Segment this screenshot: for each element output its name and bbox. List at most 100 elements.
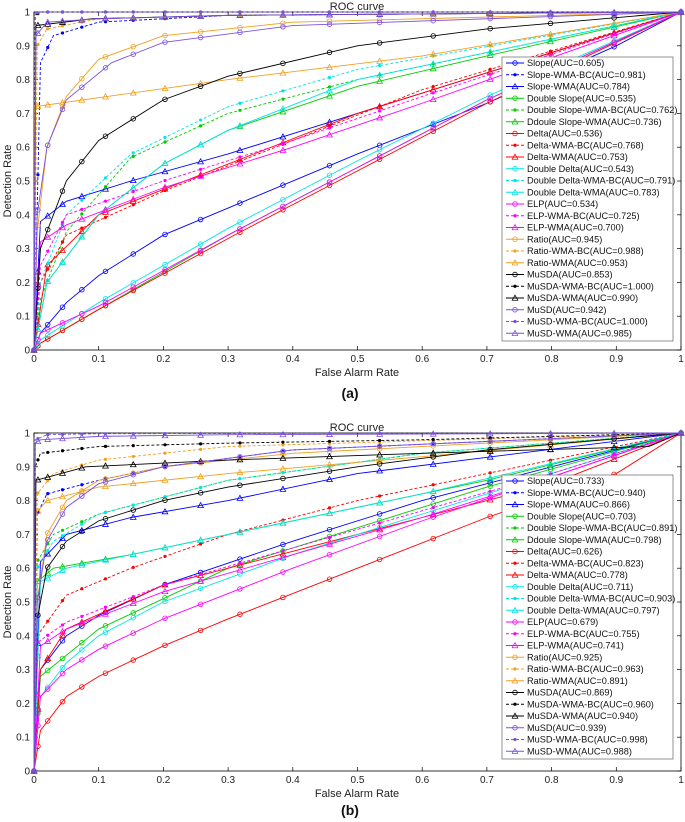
legend-label: Ratio-WMA(AUC=0.891) [527, 676, 628, 686]
roc-curve-marker [162, 595, 168, 601]
x-tick-label: 0.3 [221, 775, 235, 786]
roc-curve-marker [279, 11, 287, 18]
legend-entry: Delta-WMA(AUC=0.778) [506, 570, 628, 580]
roc-curve-marker [280, 24, 286, 30]
y-tick-label: 0.9 [16, 462, 30, 473]
roc-curve-marker [80, 207, 84, 212]
roc-curve-marker [486, 75, 494, 82]
roc-curve-marker [103, 199, 108, 203]
legend-marker [511, 712, 519, 719]
roc-curve-marker [610, 429, 618, 436]
roc-curve-marker [59, 492, 66, 500]
legend-entry: Delta(AUC=0.536) [506, 129, 602, 139]
roc-curve-marker [487, 92, 493, 98]
roc-curve-line [33, 11, 682, 351]
legend-marker [511, 82, 519, 90]
legend-label: Slope-WMA-BC(AUC=0.940) [527, 488, 646, 498]
roc-curve-marker [80, 587, 84, 591]
legend-marker [512, 271, 518, 278]
roc-curve-marker [161, 159, 169, 166]
y-tick-label: 0.6 [16, 564, 30, 575]
roc-curve-marker [59, 246, 66, 253]
x-tick-label: 0.4 [286, 775, 300, 786]
legend-label: ELP-WMA(AUC=0.700) [527, 223, 624, 233]
roc-curve-marker [376, 526, 384, 533]
roc-curve-marker [486, 40, 494, 48]
roc-curve-marker [327, 506, 332, 510]
roc-curve-marker [487, 446, 493, 453]
roc-curve-line [33, 432, 682, 772]
legend-a: Slope(AUC=0.605) Slope-WMA-BC(AUC=0.981) S… [501, 56, 677, 342]
legend-label: Delta(AUC=0.536) [527, 129, 602, 139]
legend-label: ELP-WMA-BC(AUC=0.725) [527, 211, 640, 221]
roc-curve-marker [376, 430, 384, 437]
roc-curve-marker [326, 461, 334, 468]
legend-entry: Slope-WMA-BC(AUC=0.940) [506, 488, 646, 498]
roc-series-24 [30, 429, 685, 774]
roc-curve-marker [78, 233, 86, 240]
roc-curve-marker [161, 13, 169, 20]
roc-curve-marker [376, 102, 384, 110]
roc-curve-marker [378, 438, 382, 443]
legend-entry: Slope(AUC=0.605) [506, 58, 604, 68]
roc-curve-marker [236, 11, 244, 18]
roc-curve-marker [35, 594, 41, 601]
roc-curve-marker [236, 468, 244, 476]
roc-curve-marker [326, 172, 333, 179]
x-tick-label: 0.9 [609, 354, 623, 365]
roc-curve-marker [162, 231, 168, 238]
x-tick-label: 0.6 [415, 775, 429, 786]
roc-curve-marker [431, 483, 435, 487]
roc-curve-marker [487, 438, 493, 445]
roc-curve-marker [45, 226, 51, 233]
ticks-b: 0 0.1 0.2 0.3 0.4 0.5 0.6 0.7 0.8 0.9 1 0 0.1 0.2 0.3 0… [16, 429, 684, 787]
legend-marker [513, 178, 517, 183]
roc-curve-marker [327, 85, 332, 89]
roc-curve-marker [30, 767, 38, 774]
roc-curve-marker [197, 459, 204, 465]
roc-curve-marker [59, 670, 66, 677]
roc-curve-marker [59, 562, 66, 570]
roc-curve-marker [59, 304, 66, 310]
roc-curve-marker [34, 437, 42, 445]
roc-curve-marker [327, 75, 332, 80]
roc-curve-marker [60, 534, 65, 538]
legend-label: Double Delta-WMA-BC(AUC=0.903) [527, 594, 675, 604]
legend-entry: Ratio-WMA-BC(AUC=0.988) [506, 246, 644, 256]
roc-curve-marker [59, 223, 66, 231]
roc-curve-marker [486, 475, 494, 483]
legend-label: MuSD(AUC=0.939) [527, 723, 606, 733]
roc-curve-marker [78, 464, 86, 471]
legend-marker [513, 702, 517, 706]
legend-entry: MuSDA(AUC=0.853) [506, 270, 613, 280]
chart-title-b: ROC curve [330, 422, 384, 434]
roc-curve-marker [326, 475, 334, 483]
roc-curve-marker [78, 96, 86, 103]
roc-curve-marker [44, 261, 52, 268]
legend-entry: ELP-WMA-BC(AUC=0.755) [506, 629, 640, 639]
roc-series-14 [32, 10, 683, 352]
legend-entry: ELP-WMA(AUC=0.741) [506, 641, 624, 651]
roc-curve-marker [129, 479, 137, 487]
legend-marker [512, 236, 518, 242]
roc-curve-marker [162, 266, 168, 273]
roc-curve-marker [162, 598, 168, 605]
roc-curve-marker [280, 60, 286, 67]
legend-entry: ELP(AUC=0.679) [506, 617, 598, 627]
legend-entry: Delta-WMA(AUC=0.753) [506, 152, 628, 162]
roc-curve-marker [197, 83, 204, 89]
roc-curve-marker [429, 460, 437, 467]
roc-curve-marker [376, 533, 383, 540]
roc-curve-marker [486, 51, 494, 58]
y-tick-label: 1 [24, 8, 30, 19]
y-tick-label: 0.5 [16, 177, 30, 188]
roc-curve-marker [130, 287, 136, 294]
legend-marker [513, 737, 517, 742]
roc-curve-marker [59, 323, 66, 329]
legend-entry: Ratio-WMA(AUC=0.891) [506, 676, 628, 686]
roc-curve-marker [78, 618, 86, 625]
roc-curve-marker [161, 507, 169, 515]
roc-curve-marker [547, 30, 554, 37]
legend-entry: MuSD(AUC=0.942) [506, 305, 606, 315]
roc-curve-marker [279, 454, 287, 461]
